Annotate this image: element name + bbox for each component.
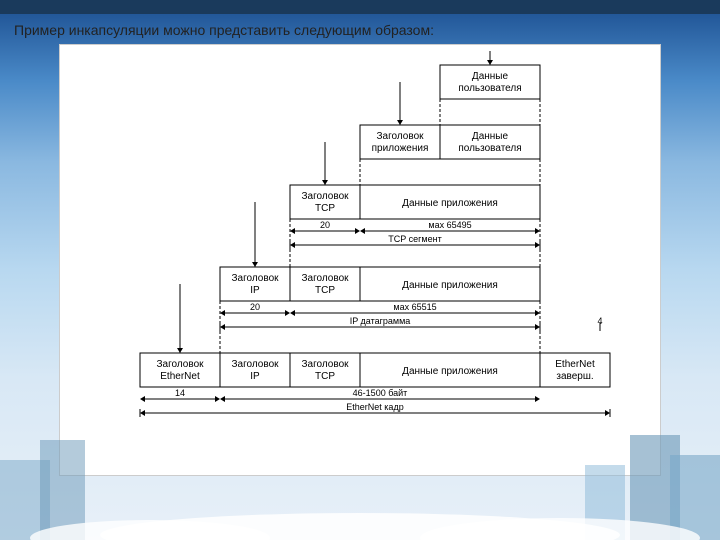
encapsulation-diagram: ДанныепользователяЗаголовокприложенияДан… — [60, 45, 660, 475]
svg-text:EtherNet: EtherNet — [555, 359, 595, 370]
svg-text:Данные приложения: Данные приложения — [402, 280, 498, 291]
svg-text:Данные приложения: Данные приложения — [402, 366, 498, 377]
svg-text:пользователя: пользователя — [458, 83, 521, 94]
svg-text:Данные: Данные — [472, 131, 509, 142]
svg-text:TCP: TCP — [315, 203, 335, 214]
svg-text:Заголовок: Заголовок — [156, 359, 204, 370]
svg-text:TCP: TCP — [315, 285, 335, 296]
svg-text:заверш.: заверш. — [556, 371, 593, 382]
svg-text:Данные приложения: Данные приложения — [402, 198, 498, 209]
svg-text:20: 20 — [320, 220, 330, 230]
svg-text:46-1500 байт: 46-1500 байт — [353, 388, 408, 398]
svg-text:приложения: приложения — [372, 143, 429, 154]
svg-text:Заголовок: Заголовок — [231, 273, 279, 284]
svg-text:TCP: TCP — [315, 371, 335, 382]
svg-text:EtherNet кадр: EtherNet кадр — [346, 402, 403, 412]
svg-text:Заголовок: Заголовок — [301, 191, 349, 202]
page-title: Пример инкапсуляции можно представить сл… — [14, 22, 706, 38]
topbar — [0, 0, 720, 14]
diagram-panel: ДанныепользователяЗаголовокприложенияДан… — [59, 44, 661, 476]
svg-text:EtherNet: EtherNet — [160, 371, 200, 382]
svg-text:Данные: Данные — [472, 71, 509, 82]
svg-text:Заголовок: Заголовок — [301, 359, 349, 370]
svg-text:Заголовок: Заголовок — [231, 359, 279, 370]
svg-text:IP: IP — [250, 371, 260, 382]
svg-text:IP: IP — [250, 285, 260, 296]
svg-text:20: 20 — [250, 302, 260, 312]
svg-text:пользователя: пользователя — [458, 143, 521, 154]
svg-text:Заголовок: Заголовок — [376, 131, 424, 142]
svg-text:мах 65515: мах 65515 — [393, 302, 436, 312]
svg-text:мах 65495: мах 65495 — [428, 220, 471, 230]
svg-text:TCP сегмент: TCP сегмент — [388, 234, 441, 244]
svg-text:14: 14 — [175, 388, 185, 398]
svg-text:IP датаграмма: IP датаграмма — [350, 316, 411, 326]
svg-text:Заголовок: Заголовок — [301, 273, 349, 284]
